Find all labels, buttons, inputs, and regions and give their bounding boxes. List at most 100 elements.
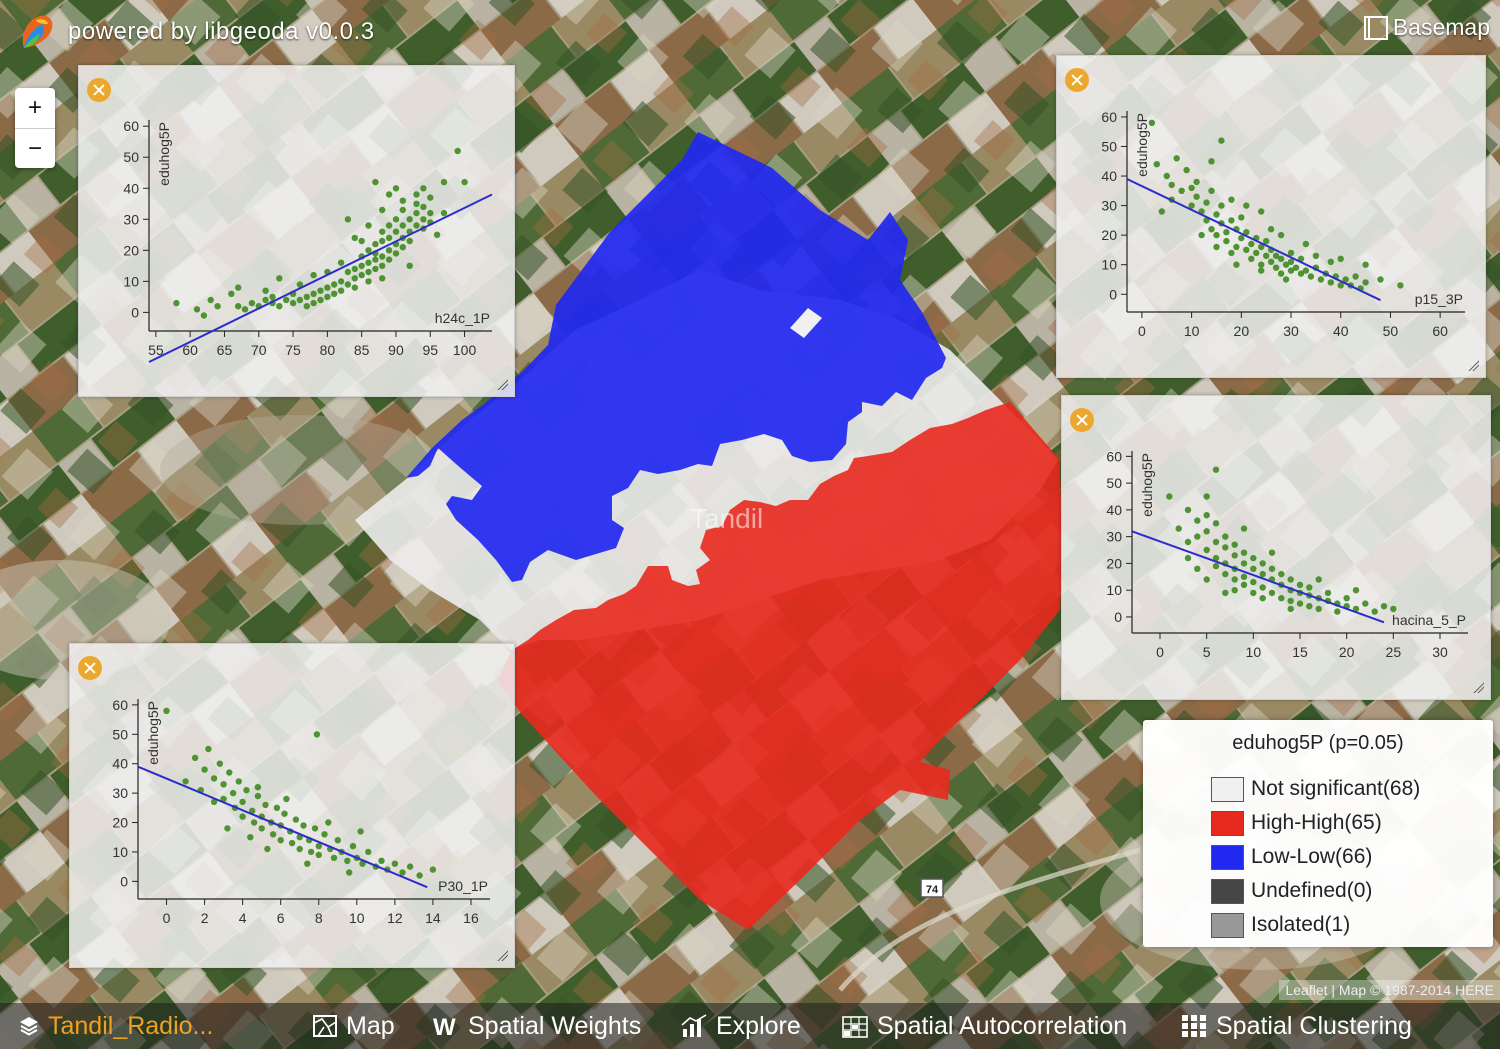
y-tick-label: 0 <box>1114 609 1122 625</box>
scatter-point <box>281 810 288 817</box>
legend-swatch <box>1211 844 1244 870</box>
scatter-panel-hacina[interactable]: 0 10 20 30 40 50 60 0 5 10 15 20 25 30 hacina_5_P eduho… <box>1061 395 1491 700</box>
scatter-point <box>330 854 338 861</box>
scatter-point <box>351 275 358 282</box>
scatter-point <box>391 860 399 867</box>
zoom-out-button[interactable]: − <box>15 128 55 168</box>
scatter-point <box>1203 576 1210 583</box>
x-tick-label: 0 <box>163 910 171 926</box>
x-tick-label: 85 <box>354 342 370 358</box>
scatter-point <box>289 299 297 307</box>
scatter-point <box>1198 231 1205 239</box>
scatter-point <box>1228 217 1235 224</box>
resize-handle[interactable] <box>496 949 508 961</box>
scatter-point <box>1312 252 1320 259</box>
scatter-point <box>269 831 277 838</box>
scatter-point <box>379 275 386 282</box>
scatter-point <box>399 869 406 876</box>
high-high-region[interactable] <box>498 402 1062 930</box>
spatial-weights-menu[interactable]: W Spatial Weights <box>432 1003 641 1049</box>
regression-line <box>137 765 428 889</box>
scatter-point <box>1268 549 1276 556</box>
scatter-point <box>1380 603 1388 610</box>
x-tick-label: 70 <box>251 342 267 358</box>
explore-menu[interactable]: Explore <box>680 1003 801 1049</box>
close-icon[interactable] <box>78 656 102 680</box>
scatter-point <box>220 781 227 788</box>
y-tick-label: 10 <box>112 844 128 860</box>
scatter-point <box>413 191 420 198</box>
basemap-button[interactable]: Basemap <box>1363 14 1490 41</box>
y-tick-label: 40 <box>123 180 139 196</box>
scatter-point <box>379 253 386 260</box>
scatter-point <box>1272 252 1280 259</box>
y-tick-label: 30 <box>1101 198 1117 214</box>
scatter-point <box>1343 595 1350 602</box>
resize-handle[interactable] <box>496 378 508 390</box>
scatter-point <box>1193 178 1200 186</box>
scatter-point <box>1184 554 1192 562</box>
x-tick-label: 25 <box>1386 644 1402 660</box>
scatter-point <box>1307 273 1315 280</box>
scatter-point <box>372 265 379 273</box>
spatial-autocorrelation-label: Spatial Autocorrelation <box>877 1011 1128 1040</box>
y-tick-label: 60 <box>123 118 139 134</box>
scatter-point <box>392 250 400 257</box>
city-label: Tandil <box>690 503 763 534</box>
scatter-point <box>1267 226 1275 233</box>
spatial-clustering-label: Spatial Clustering <box>1216 1011 1412 1040</box>
scatter-point <box>1297 270 1305 277</box>
scatter-point <box>337 287 345 294</box>
scatter-point <box>1213 231 1220 239</box>
scatter-panel-p30[interactable]: 0 10 20 30 40 50 60 0 2 4 6 8 10 12 14 16 P30_1P eduhog5P <box>69 643 515 968</box>
scatter-point <box>1194 533 1201 540</box>
map-attribution[interactable]: Leaflet | Map © 1987-2014 HERE <box>1279 980 1500 1000</box>
map-icon <box>313 1015 337 1037</box>
scatter-point <box>1327 258 1334 265</box>
low-low-region[interactable] <box>406 132 946 582</box>
scatter-point <box>292 816 300 823</box>
y-tick-label: 30 <box>1106 529 1122 545</box>
spatial-clustering-menu[interactable]: Spatial Clustering <box>1180 1003 1412 1049</box>
scatter-point <box>1302 267 1310 274</box>
scatter-point <box>254 784 262 791</box>
y-tick-label: 60 <box>112 697 128 713</box>
scatter-point <box>1243 246 1250 254</box>
scatter-point <box>1362 600 1369 607</box>
spatial-autocorrelation-menu[interactable]: Spatial Autocorrelation <box>841 1003 1127 1049</box>
scatter-point <box>1306 603 1313 610</box>
close-icon[interactable] <box>87 78 111 102</box>
dataset-menu[interactable]: Tandil_Radio... <box>18 1003 213 1049</box>
zoom-in-button[interactable]: + <box>27 94 42 121</box>
scatter-point <box>1342 276 1349 283</box>
scatter-point <box>229 789 237 797</box>
resize-handle[interactable] <box>1467 359 1479 371</box>
scatter-point <box>1337 282 1344 289</box>
y-axis-label: eduhog5P <box>145 701 161 765</box>
map-menu[interactable]: Map <box>312 1003 395 1049</box>
x-tick-label: 75 <box>285 342 301 358</box>
scatter-point <box>1153 161 1160 168</box>
scatter-point <box>1208 226 1215 233</box>
scatter-panel-h24c[interactable]: 0 10 20 30 40 50 60 55 60 65 70 75 80 85 90 95 100 h24c_1… <box>78 65 515 397</box>
x-tick-label: 50 <box>1383 323 1399 339</box>
scatter-point <box>416 872 423 879</box>
scatter-point <box>201 766 208 773</box>
basemap-label: Basemap <box>1392 14 1490 40</box>
scatter-point <box>1231 587 1238 594</box>
scatter-point <box>1268 565 1276 572</box>
scatter-panel-p15[interactable]: 0 10 20 30 40 50 60 0 10 20 30 40 50 60 p15_3P eduhog5P <box>1056 55 1486 378</box>
scatter-point <box>1203 493 1210 500</box>
scatter-point <box>331 281 338 288</box>
regression-line <box>148 193 493 363</box>
resize-handle[interactable] <box>1472 681 1484 693</box>
scatter-point <box>1163 172 1170 180</box>
close-icon[interactable] <box>1065 68 1089 92</box>
scatter-point <box>420 203 427 211</box>
scatter-point <box>365 259 372 266</box>
scatter-point <box>440 178 448 186</box>
x-tick-label: 6 <box>277 910 285 926</box>
scatter-point <box>315 842 322 850</box>
scatter-point <box>1258 243 1265 251</box>
close-icon[interactable] <box>1070 408 1094 432</box>
